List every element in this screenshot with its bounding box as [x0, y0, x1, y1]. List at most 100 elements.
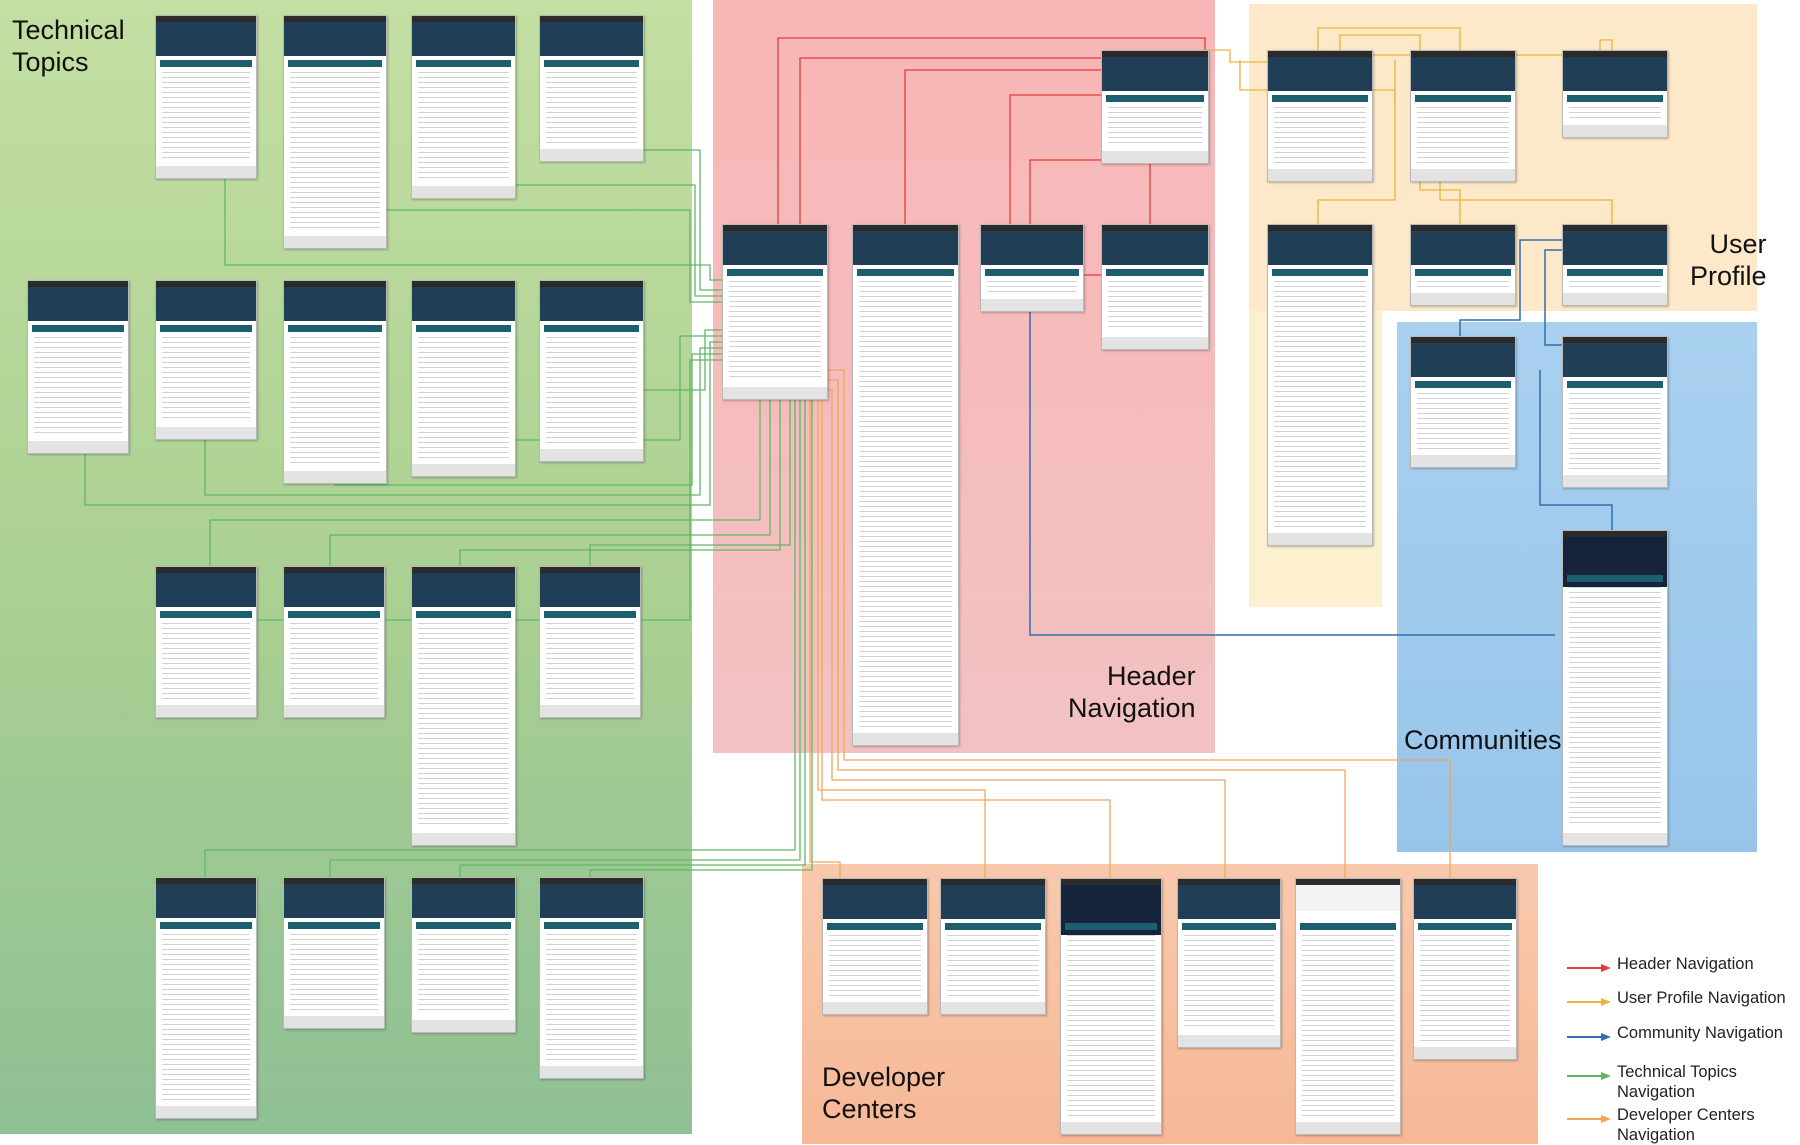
page-thumbnail[interactable] [1267, 50, 1373, 182]
page-thumbnail[interactable] [1562, 530, 1668, 846]
thumbnail-hero [156, 22, 256, 56]
connection-line [817, 398, 986, 878]
page-thumbnail[interactable] [1295, 878, 1401, 1135]
page-thumbnail[interactable] [940, 878, 1046, 1015]
page-thumbnail[interactable] [1562, 50, 1668, 138]
page-thumbnail[interactable] [27, 280, 129, 454]
page-thumbnail[interactable] [155, 877, 257, 1119]
page-thumbnail[interactable] [283, 566, 385, 718]
connection-line [1029, 260, 1555, 636]
thumbnail-sub [1065, 923, 1157, 930]
legend-label-community: Community Navigation [1617, 1024, 1783, 1042]
page-thumbnail[interactable] [1562, 336, 1668, 488]
thumbnail-bar [723, 225, 827, 231]
connection-line [329, 398, 801, 877]
page-thumbnail[interactable] [155, 280, 257, 440]
region-label-developer-centers: Developer Centers [822, 1062, 946, 1124]
thumbnail-lines [1569, 281, 1661, 287]
connection-line [799, 50, 1141, 224]
thumbnail-bar [1296, 879, 1400, 885]
thumbnail-hero [284, 287, 386, 321]
thumbnail-foot [1563, 475, 1667, 487]
thumbnail-bar [284, 878, 384, 884]
thumbnail-lines [1417, 107, 1509, 163]
connection-line [826, 369, 1451, 878]
thumbnail-hero [284, 22, 386, 56]
connection-line [334, 353, 728, 486]
thumbnail-hero [1411, 57, 1515, 91]
page-thumbnail[interactable] [539, 877, 644, 1079]
thumbnail-hero [981, 231, 1083, 265]
page-thumbnail[interactable] [1177, 878, 1281, 1048]
thumbnail-sub [1567, 381, 1663, 388]
thumbnail-hero [1178, 885, 1280, 919]
page-thumbnail[interactable] [1413, 878, 1517, 1060]
thumbnail-bar [412, 567, 515, 573]
page-thumbnail[interactable] [822, 878, 928, 1015]
page-thumbnail[interactable] [539, 15, 644, 162]
thumbnail-sub [288, 922, 380, 929]
page-thumbnail[interactable] [1101, 224, 1209, 350]
page-thumbnail[interactable] [411, 566, 516, 846]
thumbnail-lines [859, 281, 952, 727]
thumbnail-lines [546, 934, 637, 1060]
page-thumbnail[interactable] [852, 224, 959, 746]
page-thumbnail[interactable] [411, 280, 516, 477]
connection-line [1029, 159, 1151, 224]
thumbnail-sub [160, 611, 252, 618]
connection-line [642, 149, 728, 291]
thumbnail-sub [1567, 269, 1663, 276]
thumbnail-sub [544, 611, 636, 618]
thumbnail-foot [1268, 169, 1372, 181]
thumbnail-foot [941, 1002, 1045, 1014]
thumbnail-lines [1569, 587, 1661, 827]
thumbnail-foot [1563, 293, 1667, 305]
thumbnail-sub [1300, 923, 1396, 930]
thumbnail-foot [1061, 1122, 1161, 1134]
thumbnail-hero [1411, 231, 1515, 265]
thumbnail-bar [1411, 51, 1515, 57]
page-thumbnail[interactable] [155, 15, 257, 179]
page-thumbnail[interactable] [155, 566, 257, 718]
page-thumbnail[interactable] [539, 280, 644, 462]
thumbnail-hero [156, 573, 256, 607]
thumbnail-bar [1563, 51, 1667, 57]
page-thumbnail[interactable] [1410, 50, 1516, 182]
page-thumbnail[interactable] [411, 15, 516, 199]
thumbnail-sub [544, 922, 639, 929]
thumbnail-bar [1268, 225, 1372, 231]
thumbnail-bar [853, 225, 958, 231]
page-thumbnail[interactable] [980, 224, 1084, 312]
page-thumbnail[interactable] [1101, 50, 1209, 164]
page-thumbnail[interactable] [411, 877, 516, 1033]
thumbnail-bar [1414, 879, 1516, 885]
thumbnail-bar [1411, 225, 1515, 231]
thumbnail-bar [284, 16, 386, 22]
page-thumbnail[interactable] [539, 566, 641, 718]
thumbnail-sub [416, 60, 511, 67]
thumbnail-lines [546, 337, 637, 443]
page-thumbnail[interactable] [1410, 336, 1516, 468]
page-thumbnail[interactable] [283, 280, 387, 484]
thumbnail-hero [1268, 231, 1372, 265]
thumbnail-foot [540, 149, 643, 161]
thumbnail-bar [1102, 225, 1208, 231]
page-thumbnail[interactable] [1060, 878, 1162, 1135]
thumbnail-foot [156, 427, 256, 439]
page-thumbnail[interactable] [283, 877, 385, 1029]
thumbnail-hero [412, 884, 515, 918]
thumbnail-bar [823, 879, 927, 885]
thumbnail-bar [981, 225, 1083, 231]
thumbnail-lines [729, 281, 821, 381]
thumbnail-lines [418, 934, 509, 1014]
thumbnail-lines [1417, 393, 1509, 449]
page-thumbnail[interactable] [1562, 224, 1668, 306]
page-thumbnail[interactable] [722, 224, 828, 400]
thumbnail-foot [1411, 169, 1515, 181]
thumbnail-hero [941, 885, 1045, 919]
page-thumbnail[interactable] [283, 15, 387, 249]
thumbnail-lines [418, 72, 509, 180]
page-thumbnail[interactable] [1267, 224, 1373, 546]
thumbnail-bar [412, 878, 515, 884]
page-thumbnail[interactable] [1410, 224, 1516, 306]
